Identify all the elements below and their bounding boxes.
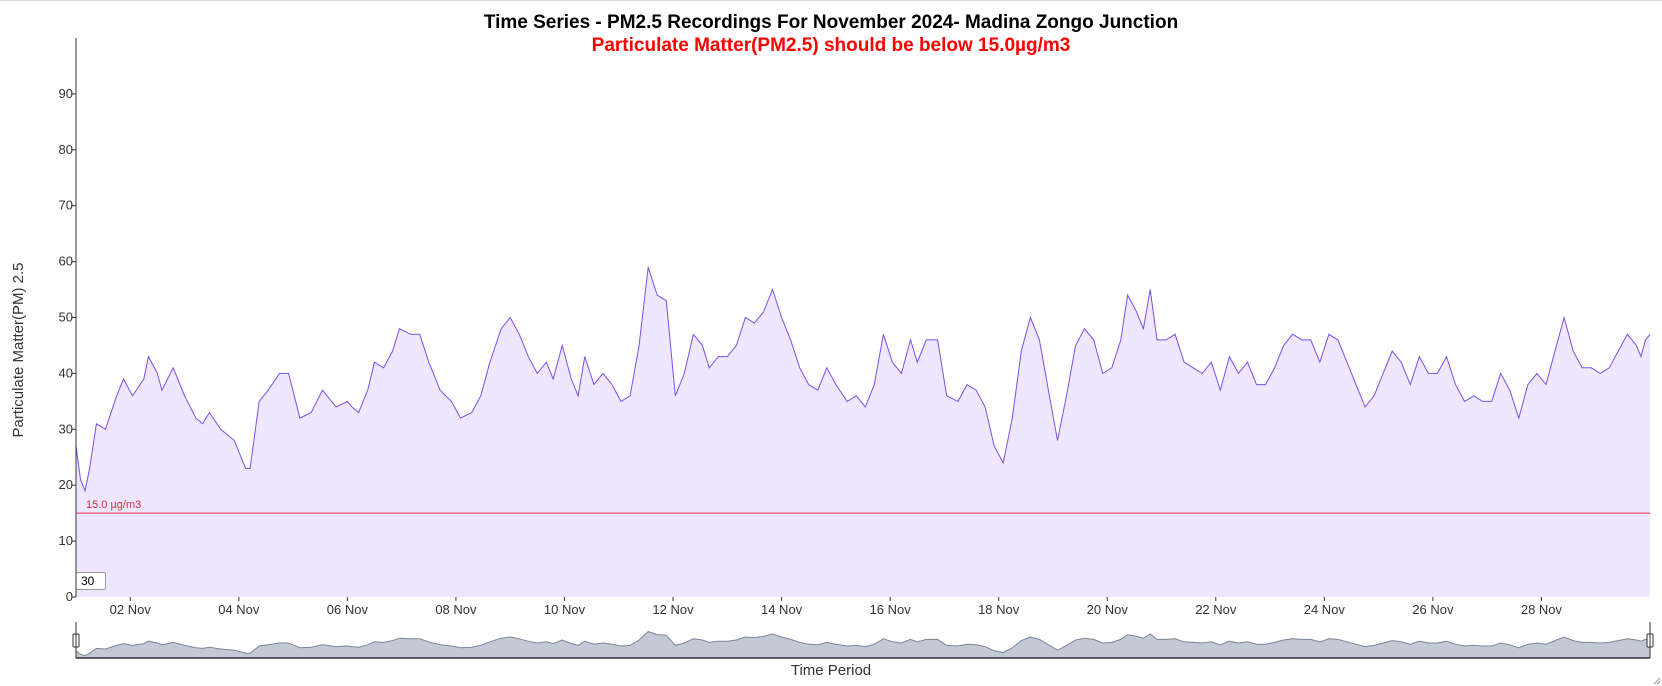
x-tick-label: 26 Nov <box>1412 602 1454 617</box>
pm25-series-line[interactable] <box>75 267 1651 493</box>
y-tick-label: 70 <box>59 198 73 213</box>
chart-title: Time Series - PM2.5 Recordings For Novem… <box>484 12 1178 33</box>
y-tick-label: 80 <box>59 142 73 157</box>
threshold-label: 15.0 µg/m3 <box>86 499 141 511</box>
y-tick-label: 30 <box>59 421 73 436</box>
chart-subtitle: Particulate Matter(PM2.5) should be belo… <box>592 35 1071 56</box>
x-tick-label: 08 Nov <box>435 602 477 617</box>
y-tick-label: 40 <box>59 365 73 380</box>
y-tick-label: 10 <box>59 533 73 548</box>
x-axis-title: Time Period <box>791 662 871 679</box>
y-axis-title: Particulate Matter(PM) 2.5 <box>10 262 27 437</box>
x-tick-label: 22 Nov <box>1195 602 1237 617</box>
resize-grip-icon[interactable] <box>1653 677 1661 685</box>
navigator-area <box>75 631 1651 659</box>
x-tick-label: 04 Nov <box>218 602 260 617</box>
y-tick-label: 60 <box>59 254 73 269</box>
x-tick-label: 12 Nov <box>652 602 694 617</box>
rolling-window-input[interactable] <box>76 572 106 590</box>
y-axis-ticks: 0 10 20 30 40 50 60 70 80 90 <box>59 86 76 604</box>
range-navigator[interactable] <box>72 622 1654 659</box>
x-tick-label: 10 Nov <box>544 602 586 617</box>
y-tick-label: 20 <box>59 477 73 492</box>
x-tick-label: 14 Nov <box>761 602 803 617</box>
x-tick-label: 28 Nov <box>1521 602 1563 617</box>
pm25-area-fill <box>76 267 1650 597</box>
x-tick-label: 02 Nov <box>110 602 152 617</box>
plot-area[interactable]: 15.0 µg/m3 <box>75 267 1651 597</box>
x-tick-label: 20 Nov <box>1087 602 1129 617</box>
x-tick-label: 24 Nov <box>1304 602 1346 617</box>
y-tick-label: 0 <box>66 589 73 604</box>
x-tick-label: 18 Nov <box>978 602 1020 617</box>
y-tick-label: 90 <box>59 86 73 101</box>
x-axis-ticks: 02 Nov 04 Nov 06 Nov 08 Nov 10 Nov 12 Nov 14 N… <box>110 597 1563 617</box>
x-tick-label: 06 Nov <box>327 602 369 617</box>
x-tick-label: 16 Nov <box>870 602 912 617</box>
top-border <box>0 0 1662 1</box>
y-tick-label: 50 <box>59 310 73 325</box>
